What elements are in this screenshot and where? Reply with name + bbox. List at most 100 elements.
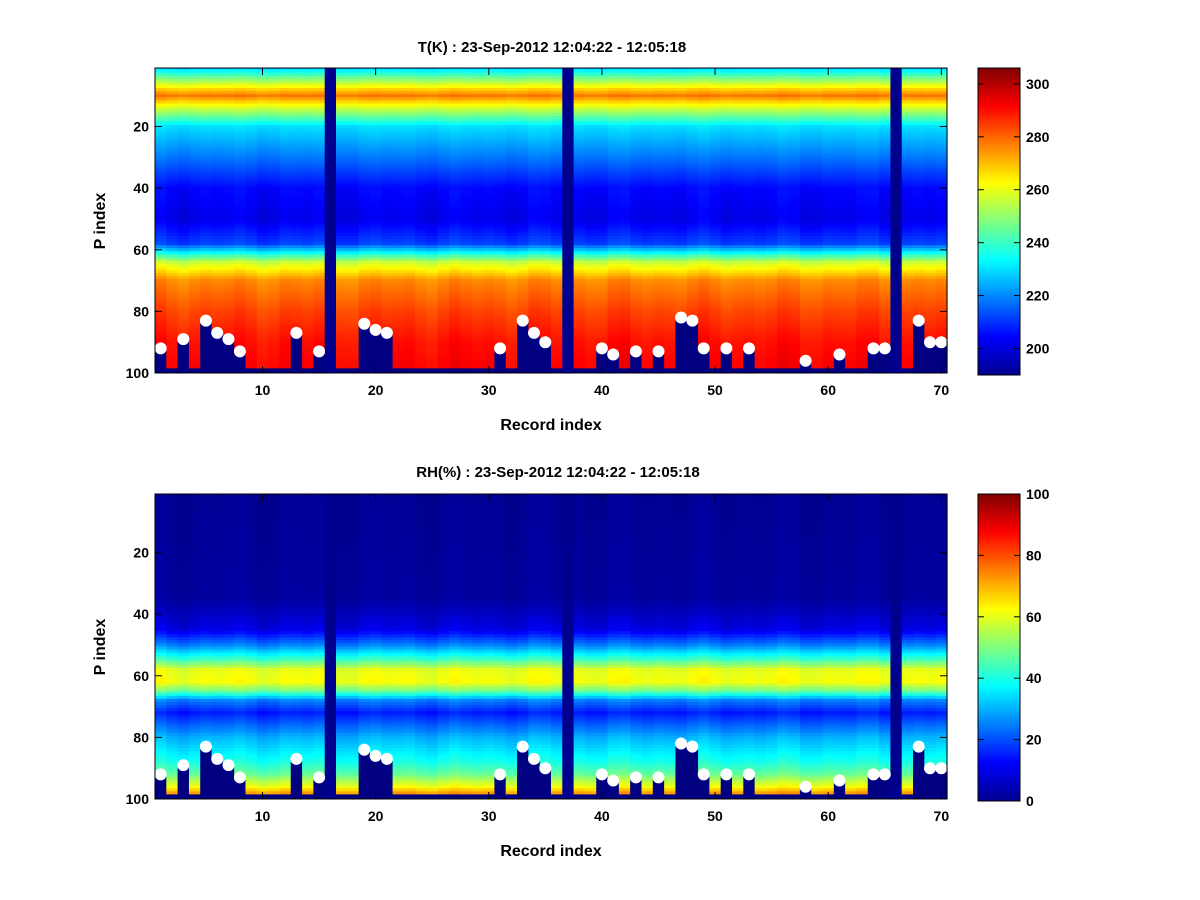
heat-cell — [234, 140, 247, 145]
heat-cell — [200, 248, 213, 252]
heat-cell — [268, 291, 281, 296]
heat-cell — [471, 346, 484, 351]
heat-cell — [415, 88, 428, 92]
heat-cell — [732, 285, 744, 289]
heat-cell — [437, 309, 450, 314]
heat-cell — [596, 131, 609, 135]
heat-cell — [573, 291, 586, 296]
heat-cell — [426, 69, 439, 74]
heat-cell — [211, 78, 224, 83]
heat-cell — [483, 294, 496, 299]
heat-cell — [166, 171, 179, 175]
heat-cell — [664, 94, 677, 98]
heat-cell — [381, 309, 394, 314]
heat-cell — [336, 334, 348, 339]
heat-cell — [539, 359, 552, 363]
heat-cell — [177, 131, 190, 135]
heat-cell — [302, 334, 314, 339]
heat-cell — [539, 248, 552, 252]
heat-cell — [551, 300, 563, 305]
heat-cell — [222, 303, 235, 308]
heat-cell — [245, 124, 258, 129]
heat-cell — [732, 131, 744, 135]
heat-cell — [483, 223, 496, 228]
heat-cell — [188, 220, 201, 225]
heat-cell — [200, 100, 213, 105]
heat-cell — [279, 340, 292, 345]
heat-cell — [483, 217, 496, 222]
heat-cell — [166, 217, 179, 222]
heat-cell — [517, 251, 529, 255]
heat-cell — [177, 288, 190, 292]
heat-cell — [234, 195, 247, 200]
heat-cell — [641, 109, 654, 114]
heat-cell — [415, 205, 428, 209]
heat-cell — [494, 134, 507, 138]
heat-cell — [347, 235, 360, 240]
heat-cell — [528, 109, 541, 114]
heat-cell — [234, 303, 247, 308]
heat-cell — [437, 149, 450, 154]
heat-cell — [449, 303, 462, 308]
heat-cell — [302, 279, 314, 283]
heat-cell — [290, 165, 303, 169]
heat-cell — [415, 303, 428, 308]
heat-cell — [698, 223, 710, 228]
heat-cell — [494, 115, 507, 120]
heat-cell — [336, 346, 348, 351]
heat-cell — [630, 75, 643, 80]
heat-cell — [437, 343, 450, 348]
heat-cell — [392, 180, 405, 185]
heat-cell — [528, 78, 541, 83]
heat-cell — [539, 263, 552, 268]
heat-cell — [302, 100, 314, 105]
heat-cell — [652, 140, 665, 145]
heat-cell — [596, 285, 609, 289]
heat-cell — [698, 88, 710, 92]
heat-cell — [573, 121, 586, 126]
heat-cell — [539, 146, 552, 151]
heat-cell — [596, 328, 609, 333]
heat-cell — [211, 75, 224, 80]
heat-cell — [302, 362, 314, 366]
heat-cell — [358, 78, 371, 83]
heat-cell — [494, 362, 507, 366]
heat-cell — [664, 272, 677, 277]
heat-cell — [426, 106, 439, 111]
heat-cell — [675, 88, 688, 92]
heat-cell — [517, 346, 529, 351]
heat-cell — [426, 118, 439, 123]
heat-cell — [483, 340, 496, 345]
heat-cell — [494, 266, 507, 271]
heat-cell — [607, 183, 620, 188]
heat-cell — [268, 106, 281, 111]
heat-cell — [437, 180, 450, 185]
heat-cell — [222, 174, 235, 178]
heat-cell — [641, 303, 654, 308]
heat-cell — [641, 272, 654, 277]
heat-cell — [539, 275, 552, 280]
heat-cell — [200, 174, 213, 178]
heat-cell — [630, 149, 643, 154]
heat-cell — [539, 238, 552, 243]
heat-cell — [211, 115, 224, 120]
heat-cell — [381, 362, 394, 366]
heat-cell — [607, 94, 620, 98]
heat-cell — [517, 100, 529, 105]
heat-cell — [392, 368, 405, 373]
heat-cell — [336, 291, 348, 296]
heat-cell — [641, 300, 654, 305]
heat-cell — [539, 115, 552, 120]
heat-cell — [505, 84, 518, 89]
heat-cell — [641, 337, 654, 342]
heat-cell — [347, 192, 360, 197]
heat-cell — [347, 319, 360, 323]
heat-cell — [155, 140, 167, 145]
heat-cell — [573, 88, 586, 92]
heat-cell — [166, 297, 179, 302]
heat-cell — [698, 192, 710, 197]
heat-cell — [584, 337, 597, 342]
heat-cell — [573, 349, 586, 354]
heat-cell — [449, 100, 462, 105]
heat-cell — [596, 140, 609, 145]
